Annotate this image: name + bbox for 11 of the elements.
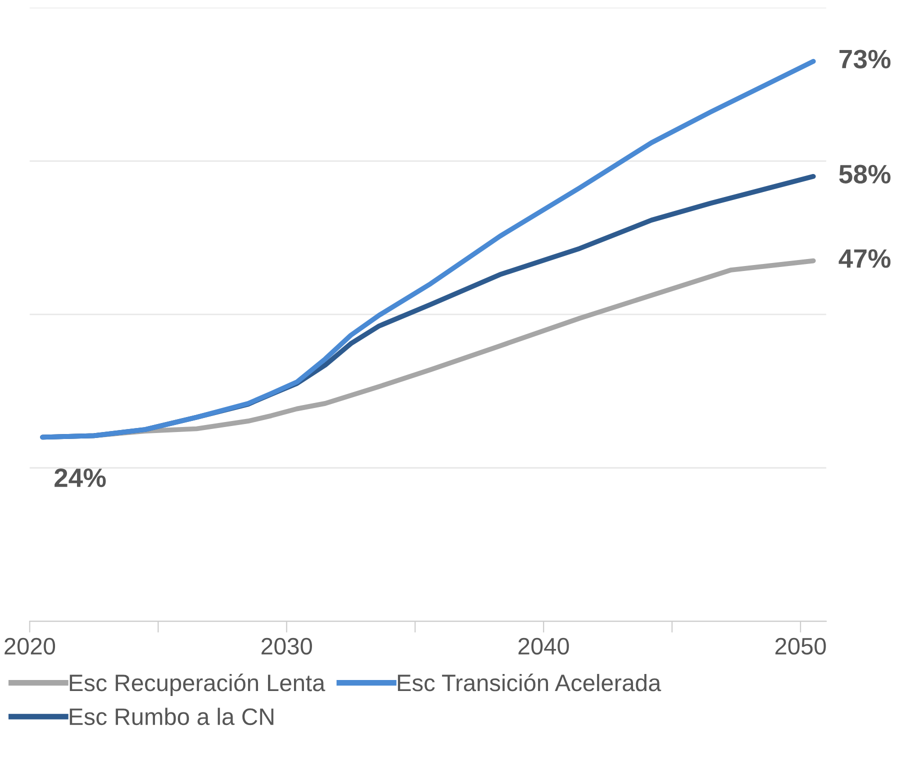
x-tick-label: 2020 [4,638,56,655]
legend-label: Esc Rumbo a la CN [70,708,274,726]
data-label: 58% [839,164,890,184]
legend-label: Esc Transición Acelerada [398,674,662,692]
data-label: 47% [838,249,890,268]
x-tick-label: 2040 [518,638,569,655]
x-tick-label: 2030 [262,638,312,655]
data-label: 24% [54,468,106,488]
data-label: 73% [839,50,890,68]
x-tick-label: 2050 [775,638,826,655]
legend-label: Esc Recuperación Lenta [70,674,326,696]
